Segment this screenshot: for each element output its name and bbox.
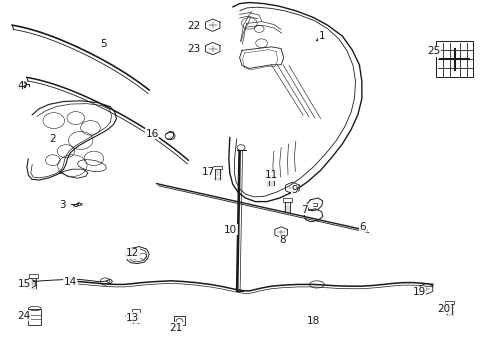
Text: 24: 24 — [17, 311, 30, 321]
Text: 21: 21 — [169, 323, 183, 333]
Bar — [28, 309, 41, 325]
Bar — [283, 198, 291, 202]
Text: 4: 4 — [17, 81, 24, 91]
Bar — [435, 41, 472, 77]
Bar — [131, 309, 140, 312]
Text: 10: 10 — [224, 225, 237, 235]
Text: 13: 13 — [126, 312, 139, 323]
Text: 19: 19 — [411, 287, 425, 297]
Text: 12: 12 — [126, 248, 139, 258]
Text: 1: 1 — [318, 31, 325, 41]
Text: 5: 5 — [100, 39, 106, 49]
Text: 20: 20 — [436, 303, 449, 314]
Text: 3: 3 — [59, 200, 65, 210]
Text: 2: 2 — [49, 134, 56, 144]
Text: 7: 7 — [300, 204, 307, 215]
Bar — [29, 274, 38, 278]
Text: 6: 6 — [359, 222, 366, 232]
Text: 23: 23 — [187, 44, 200, 54]
Text: 14: 14 — [63, 276, 77, 287]
Bar — [445, 301, 453, 304]
Bar — [266, 172, 275, 175]
Text: 11: 11 — [264, 170, 278, 180]
Text: 15: 15 — [18, 279, 31, 289]
Bar — [173, 316, 185, 325]
Bar — [213, 166, 222, 169]
Text: 22: 22 — [187, 21, 200, 31]
Text: 18: 18 — [305, 316, 319, 326]
Text: 25: 25 — [426, 46, 439, 57]
Text: 17: 17 — [201, 167, 214, 177]
Text: 9: 9 — [290, 185, 297, 195]
Text: 8: 8 — [279, 235, 285, 246]
Text: 16: 16 — [145, 129, 159, 139]
